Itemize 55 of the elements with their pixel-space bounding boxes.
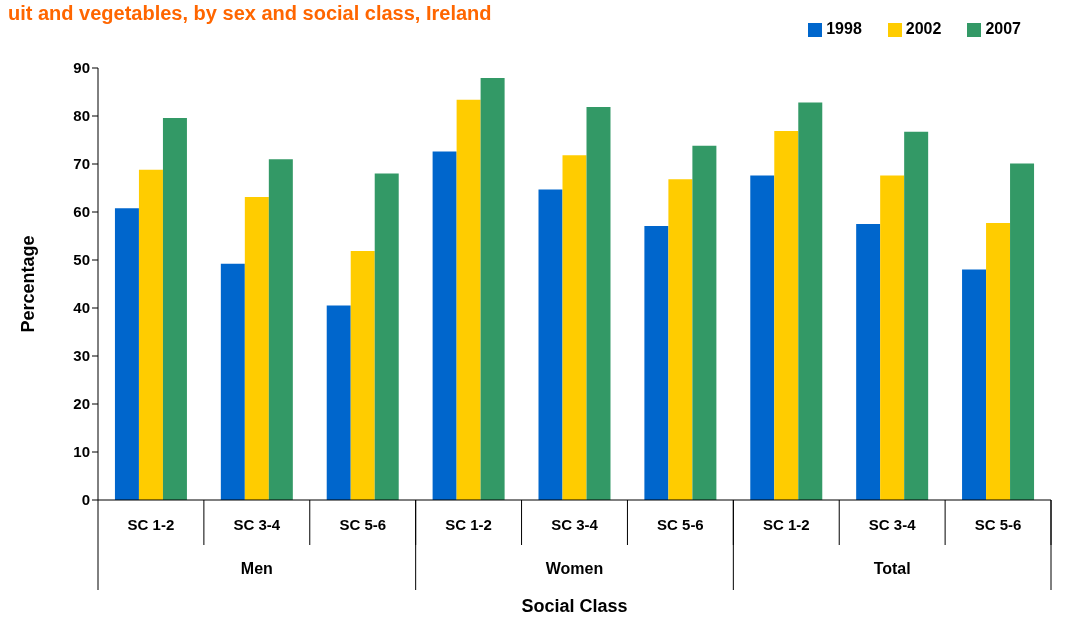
x-tick-label: SC 3-4 xyxy=(868,516,917,533)
legend-label: 2002 xyxy=(905,20,942,37)
x-tick-label: SC 5-6 xyxy=(974,516,1022,533)
legend-label: 1998 xyxy=(826,20,862,37)
bar xyxy=(456,99,481,500)
x-axis-title: Social Class xyxy=(521,596,628,616)
y-tick-label: 10 xyxy=(73,443,90,461)
x-tick-label: SC 5-6 xyxy=(339,516,387,533)
y-tick-label: 80 xyxy=(73,107,90,125)
y-tick-label: 70 xyxy=(73,155,90,173)
bar xyxy=(220,263,245,500)
bar xyxy=(692,145,717,500)
bar xyxy=(432,151,457,500)
text: Total xyxy=(872,560,912,578)
bar xyxy=(538,189,563,500)
bar xyxy=(350,250,375,500)
bar xyxy=(904,131,929,500)
text: Men xyxy=(239,560,274,578)
bar xyxy=(962,269,987,500)
y-tick-label: 60 xyxy=(73,203,90,221)
bar xyxy=(798,102,823,500)
y-tick-label: 90 xyxy=(73,59,90,77)
y-axis-title: Percentage xyxy=(18,235,39,333)
y-tick-label: 0 xyxy=(81,491,90,509)
text: Women xyxy=(544,560,605,578)
bar xyxy=(644,225,669,500)
bar xyxy=(326,305,351,500)
x-tick-label: SC 3-4 xyxy=(233,516,281,533)
x-tick-label: SC 1-2 xyxy=(762,516,810,533)
x-tick-label: SC 5-6 xyxy=(657,516,704,533)
bar xyxy=(374,173,399,500)
bar xyxy=(668,179,693,500)
bar xyxy=(138,169,163,500)
bar xyxy=(114,208,139,500)
x-tick-label: SC 1-2 xyxy=(127,516,175,533)
bar xyxy=(986,223,1011,500)
bar xyxy=(1010,163,1035,500)
bar xyxy=(750,175,775,500)
x-tick-label: SC 3-4 xyxy=(551,516,599,533)
bar xyxy=(856,224,881,500)
bar xyxy=(480,78,505,500)
bar xyxy=(244,197,269,500)
bar xyxy=(268,159,293,500)
y-tick-label: 20 xyxy=(73,395,90,413)
y-tick-label: 50 xyxy=(73,251,90,269)
bar xyxy=(562,155,587,500)
y-tick-label: 40 xyxy=(73,299,90,317)
chart-title: uit and vegetables, by sex and social class, Ireland xyxy=(8,2,492,25)
y-tick-label: 30 xyxy=(73,347,90,365)
legend-label: 2007 xyxy=(985,20,1021,37)
bar xyxy=(880,175,905,500)
x-tick-label: SC 1-2 xyxy=(445,516,492,533)
bar xyxy=(774,130,799,500)
bar xyxy=(586,106,611,500)
bar xyxy=(162,117,187,500)
